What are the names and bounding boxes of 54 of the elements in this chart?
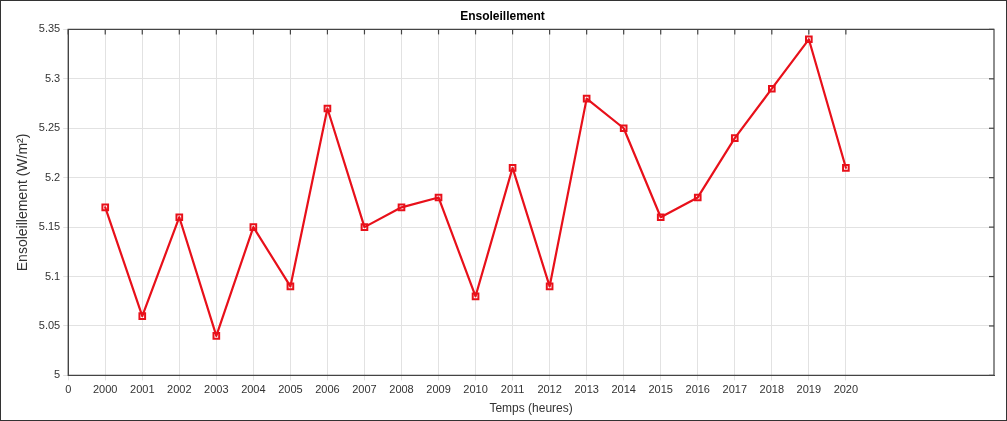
x-tick-label: 2010 — [463, 383, 488, 396]
x-tick-label: 2007 — [352, 383, 377, 396]
point — [693, 193, 702, 202]
point — [434, 193, 443, 202]
x-tick-label: 2008 — [389, 383, 414, 396]
point — [101, 203, 110, 212]
point — [360, 223, 369, 231]
point — [805, 35, 813, 44]
point — [730, 134, 739, 142]
y-tick-label: 5.1 — [44, 269, 61, 282]
y-tick-label: 5.05 — [38, 319, 61, 331]
x-tick-label: 2018 — [759, 383, 785, 396]
y-tick-label: 5.35 — [38, 22, 61, 35]
x-tick-label: 0 — [65, 383, 72, 396]
point — [508, 163, 517, 172]
point — [545, 282, 554, 291]
point — [619, 124, 628, 133]
x-tick-label: 2004 — [241, 383, 266, 396]
y-tick-label: 5.3 — [44, 71, 61, 84]
y-axis-title: Ensoleillement (W/m²) — [14, 133, 31, 272]
y-tick-label: 5.25 — [38, 121, 61, 134]
x-tick-label: 2001 — [130, 383, 155, 396]
x-tick-label: 2020 — [833, 383, 859, 396]
point — [471, 292, 480, 301]
point — [249, 223, 258, 231]
y-tick-label: 5.15 — [38, 220, 61, 233]
x-tick-label: 2016 — [685, 383, 710, 396]
x-tick-label: 2012 — [537, 383, 562, 396]
x-tick-label: 2019 — [796, 383, 822, 396]
x-tick-label: 2002 — [167, 383, 192, 396]
x-tick-label: 2015 — [648, 383, 673, 396]
x-tick-label: 2011 — [500, 383, 525, 396]
point — [323, 104, 332, 113]
point — [842, 163, 850, 172]
point — [175, 213, 184, 222]
y-tick-label: 5.2 — [44, 170, 61, 183]
x-tick-label: 2017 — [722, 383, 748, 396]
y-tick-label: 5 — [54, 368, 61, 381]
x-axis-title: Temps (heures) — [489, 401, 573, 416]
point — [656, 213, 665, 222]
x-tick-label: 2000 — [93, 383, 118, 396]
x-tick-label: 2013 — [574, 383, 599, 396]
point — [767, 84, 776, 93]
point — [212, 332, 221, 340]
point — [286, 282, 295, 291]
x-tick-label: 2014 — [611, 383, 636, 396]
x-tick-label: 2009 — [426, 383, 451, 396]
x-tick-label: 2005 — [278, 383, 303, 396]
point — [397, 203, 406, 212]
point — [582, 94, 591, 103]
x-tick-label: 2003 — [204, 383, 229, 396]
x-tick-label: 2006 — [315, 383, 340, 396]
point — [138, 312, 147, 320]
chart-title: Ensoleillement — [460, 8, 545, 23]
